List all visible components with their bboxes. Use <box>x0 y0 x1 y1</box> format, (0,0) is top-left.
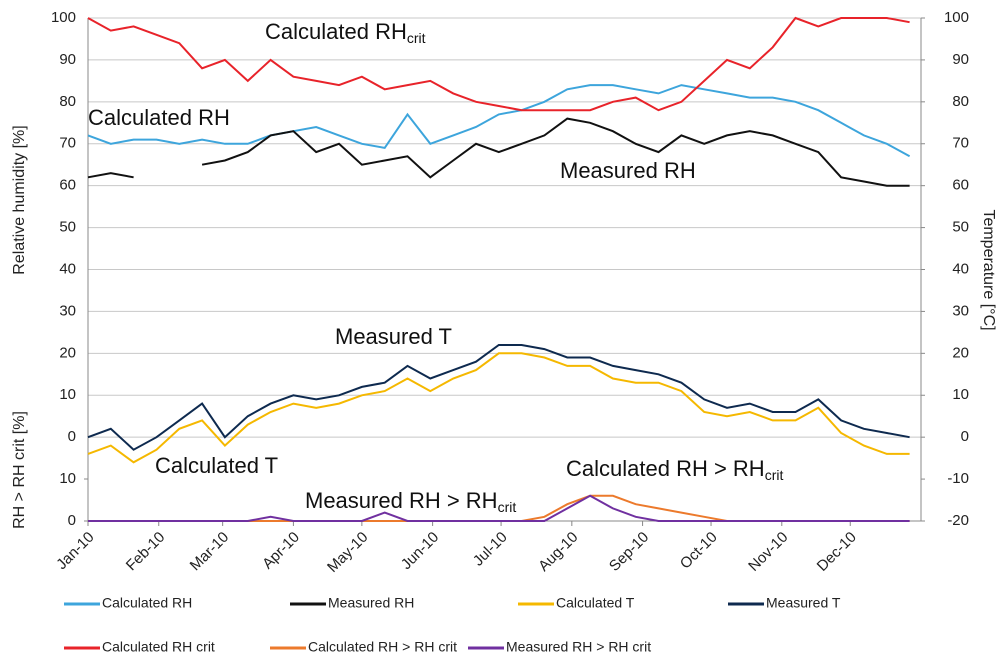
y-tick-label: 20 <box>59 344 76 361</box>
y2-tick-label: 50 <box>952 219 969 236</box>
annotation-sub: crit <box>498 499 517 515</box>
annotation-text: Measured T <box>335 324 452 349</box>
legend-label: Calculated RH > RH crit <box>308 639 457 655</box>
y2-tick-label: -10 <box>947 470 969 487</box>
y-tick-label: 90 <box>59 51 76 68</box>
annotation-sub: crit <box>407 30 426 46</box>
y3-tick-label: 0 <box>68 512 76 529</box>
series-line <box>87 352 910 464</box>
y-tick-label: 50 <box>59 219 76 236</box>
x-tick-label: Sep-10 <box>606 529 652 575</box>
y-tick-label: 40 <box>59 260 76 277</box>
annotation: Measured T <box>335 324 452 349</box>
series-line <box>87 16 910 112</box>
y2-tick-label: -20 <box>947 512 969 529</box>
x-tick-label: Jun-10 <box>398 529 442 573</box>
annotation-text: Measured RH > RH <box>305 488 498 513</box>
annotation: Calculated T <box>155 453 278 478</box>
y2-tick-label: 60 <box>952 177 969 194</box>
annotation: Calculated RH <box>88 105 230 130</box>
y2-tick-label: 40 <box>952 260 969 277</box>
annotation-text: Calculated RH > RH <box>566 456 765 481</box>
y-tick-label: 0 <box>68 428 76 445</box>
annotation: Calculated RHcrit <box>265 19 426 46</box>
y-tick-label: 100 <box>51 9 76 26</box>
x-tick-label: Mar-10 <box>187 529 233 575</box>
legend-label: Measured T <box>766 595 841 611</box>
annotation: Measured RH > RHcrit <box>305 488 516 515</box>
x-tick-label: Dec-10 <box>814 529 860 575</box>
y2-tick-label: 20 <box>952 344 969 361</box>
series-line <box>88 494 910 522</box>
annotation-text: Calculated RH <box>88 105 230 130</box>
annotation-text: Calculated RH <box>265 19 407 44</box>
annotation: Calculated RH > RHcrit <box>566 456 783 483</box>
annotation: Measured RH <box>560 158 696 183</box>
annotation-sub: crit <box>765 467 784 483</box>
x-tick-label: Apr-10 <box>259 529 303 573</box>
y2-tick-label: 30 <box>952 302 969 319</box>
x-tick-label: May-10 <box>324 529 371 576</box>
y2-tick-label: 0 <box>961 428 969 445</box>
y2-tick-label: 70 <box>952 135 969 152</box>
y2-tick-label: 90 <box>952 51 969 68</box>
y-tick-label: 80 <box>59 93 76 110</box>
legend-label: Measured RH <box>328 595 414 611</box>
y2-tick-label: 100 <box>944 9 969 26</box>
legend-label: Calculated RH crit <box>102 639 215 655</box>
series-line <box>87 84 911 158</box>
x-tick-label: Jan-10 <box>53 529 97 573</box>
x-tick-label: Jul-10 <box>470 529 511 570</box>
series-line <box>87 117 910 187</box>
y2-tick-label: 10 <box>952 386 969 403</box>
x-tick-label: Aug-10 <box>535 529 581 575</box>
y3-axis-label: RH > RH crit [%] <box>11 411 28 529</box>
x-tick-label: Feb-10 <box>123 529 169 575</box>
annotation-text: Calculated T <box>155 453 278 478</box>
y3-tick-label: 10 <box>59 470 76 487</box>
annotation-text: Measured RH <box>560 158 696 183</box>
y-tick-label: 10 <box>59 386 76 403</box>
y-tick-label: 70 <box>59 135 76 152</box>
x-tick-label: Nov-10 <box>745 529 791 575</box>
legend-label: Calculated RH <box>102 595 192 611</box>
x-tick-label: Oct-10 <box>677 529 721 573</box>
legend-label: Calculated T <box>556 595 635 611</box>
y2-tick-label: 80 <box>952 93 969 110</box>
y-tick-label: 30 <box>59 302 76 319</box>
y-tick-label: 60 <box>59 177 76 194</box>
series-line <box>87 344 910 451</box>
y2-axis-label: Temperature [°C] <box>980 209 997 330</box>
y-axis-label: Relative humidity [%] <box>11 125 28 274</box>
legend-label: Measured RH > RH crit <box>506 639 651 655</box>
